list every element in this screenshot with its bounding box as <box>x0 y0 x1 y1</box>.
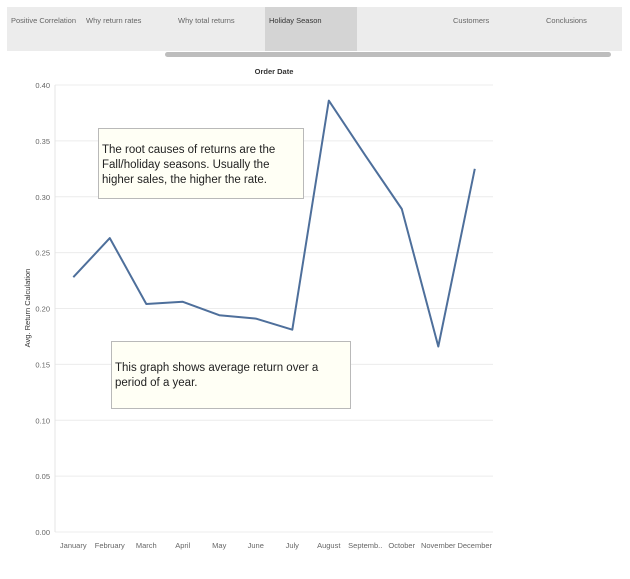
data-point[interactable] <box>179 298 187 306</box>
x-tick-label: April <box>175 541 190 550</box>
y-tick-label: 0.00 <box>35 528 50 537</box>
x-tick-label: August <box>317 541 341 550</box>
x-tick-label: March <box>136 541 157 550</box>
series-line-layer <box>69 97 479 350</box>
data-point[interactable] <box>471 165 479 173</box>
tab-conclusions[interactable]: Conclusions <box>546 16 587 25</box>
series-line[interactable] <box>72 99 476 348</box>
tab-positive-correlation[interactable]: Positive Correlation <box>11 16 77 25</box>
data-point[interactable] <box>142 300 150 308</box>
x-tick-label: Septemb.. <box>348 541 382 550</box>
y-tick-label: 0.25 <box>35 249 50 258</box>
data-point[interactable] <box>398 205 406 213</box>
annotation-graph-description: This graph shows average return over a p… <box>111 341 351 409</box>
tab-scrollbar[interactable] <box>7 51 622 58</box>
annotation-root-cause: The root causes of returns are the Fall/… <box>98 128 304 199</box>
tab-scrollbar-thumb[interactable] <box>165 52 611 57</box>
data-point[interactable] <box>434 342 442 350</box>
y-axis-ticks: 0.00 0.05 0.10 0.15 0.20 0.25 0.30 0.35 0.40 <box>35 81 50 537</box>
y-tick-label: 0.15 <box>35 360 50 369</box>
data-point[interactable] <box>106 234 114 242</box>
x-tick-label: June <box>248 541 264 550</box>
x-tick-label: July <box>286 541 300 550</box>
story-tab-bar: Positive Correlation Why return rates Wh… <box>7 7 622 51</box>
y-tick-label: 0.30 <box>35 193 50 202</box>
data-point[interactable] <box>252 315 260 323</box>
y-tick-label: 0.05 <box>35 472 50 481</box>
x-tick-label: May <box>212 541 226 550</box>
x-tick-label: February <box>95 541 125 550</box>
x-tick-label: December <box>457 541 492 550</box>
chart-title: Order Date <box>254 67 294 76</box>
y-axis-label: Avg. Return Calculation <box>23 269 32 348</box>
y-tick-label: 0.40 <box>35 81 50 90</box>
y-tick-label: 0.35 <box>35 137 50 146</box>
tab-holiday-season[interactable]: Holiday Season <box>265 7 357 51</box>
y-tick-label: 0.10 <box>35 416 50 425</box>
x-axis-ticks: January February March April May June July Augu… <box>60 541 493 550</box>
data-point[interactable] <box>215 311 223 319</box>
data-point[interactable] <box>361 151 369 159</box>
data-point[interactable] <box>69 273 77 281</box>
tab-customers[interactable]: Customers <box>453 16 490 25</box>
tab-why-return-rates[interactable]: Why return rates <box>86 16 142 25</box>
data-point[interactable] <box>325 97 333 105</box>
data-point[interactable] <box>288 326 296 334</box>
x-tick-label: January <box>60 541 87 550</box>
tab-why-total-returns[interactable]: Why total returns <box>178 16 235 25</box>
y-tick-label: 0.20 <box>35 305 50 314</box>
x-tick-label: October <box>388 541 415 550</box>
x-tick-label: November <box>421 541 456 550</box>
